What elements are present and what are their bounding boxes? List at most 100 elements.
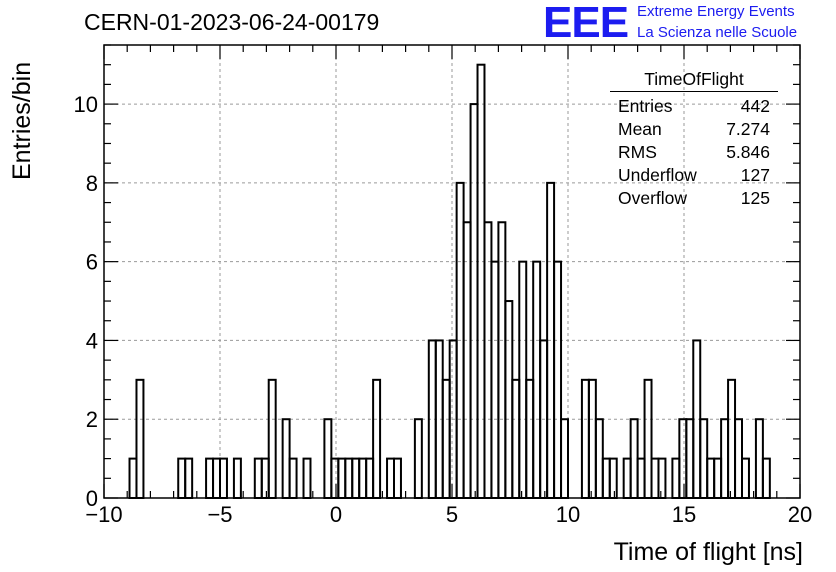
x-tick-label: −10 (85, 502, 122, 527)
y-tick-label: 0 (86, 486, 98, 511)
histogram-bin (232, 457, 242, 500)
histogram-bin (608, 457, 618, 500)
histogram-bin (219, 457, 228, 500)
y-tick-label: 2 (86, 407, 98, 432)
stats-label: Entries (618, 96, 673, 116)
histogram-bin (386, 457, 396, 500)
y-axis-label: Entries/bin (8, 62, 36, 180)
stats-row: Mean 7.274 (610, 118, 778, 141)
stats-value: 442 (740, 96, 770, 116)
histogram-bin (734, 418, 743, 499)
x-tick-label: −5 (207, 502, 232, 527)
run-title: CERN-01-2023-06-24-00179 (84, 9, 380, 35)
histogram-bin (351, 457, 361, 500)
histogram-bin (281, 418, 291, 499)
histogram-bin (490, 260, 500, 499)
histogram-bin (372, 378, 382, 499)
y-tick-label: 8 (86, 171, 98, 196)
y-tick-label: 4 (86, 328, 98, 353)
histogram-bin (518, 260, 528, 499)
histogram-bin (622, 457, 632, 500)
histogram-bin (469, 103, 479, 500)
stats-row: Entries 442 (610, 95, 778, 118)
histogram-bin (629, 418, 639, 499)
histogram-bin (511, 378, 521, 499)
histogram-bin (135, 378, 145, 499)
histogram-bin (685, 418, 695, 499)
x-tick-label: 10 (556, 502, 580, 527)
histogram-bin (267, 378, 277, 499)
histogram-bin (441, 378, 451, 499)
histogram-bin (587, 378, 597, 499)
histogram-bin (177, 457, 187, 500)
y-tick-label: 6 (86, 250, 98, 275)
histogram-bin (497, 221, 507, 499)
histogram-bin (671, 457, 681, 500)
histogram-bin (212, 457, 221, 500)
histogram-bin (580, 378, 590, 499)
histogram-bin (594, 418, 604, 499)
histogram-bin (636, 457, 646, 500)
eee-logo: EEE (543, 0, 629, 47)
stats-label: Underflow (618, 165, 697, 185)
histogram-bin (727, 378, 737, 499)
histogram-bin (476, 63, 486, 500)
histogram-bin (525, 378, 535, 499)
histogram-bin (713, 457, 723, 500)
stats-title: TimeOfFlight (610, 69, 778, 92)
histogram-bin (128, 457, 138, 500)
stats-row: Underflow 127 (610, 164, 778, 187)
histogram-bin (483, 221, 493, 499)
histogram-bin (678, 418, 688, 499)
x-tick-label: 0 (330, 502, 342, 527)
axis-tick-labels: −10 −5 0 5 10 15 20 0 2 4 6 8 10 (74, 92, 813, 527)
x-tick-label: 5 (446, 502, 458, 527)
stats-value: 125 (740, 188, 770, 208)
histogram-bin (706, 457, 716, 500)
histogram-bin (253, 457, 263, 500)
stats-row: RMS 5.846 (610, 141, 778, 164)
histogram-bin (650, 457, 660, 500)
histogram-bin (741, 457, 750, 500)
histogram-bin (323, 418, 333, 499)
histogram-bin (553, 260, 563, 499)
x-axis-label: Time of flight [ns] (614, 538, 803, 566)
histogram-bin (462, 221, 472, 499)
histogram-bin (184, 457, 194, 500)
stats-value: 127 (740, 165, 770, 185)
histogram-bin (643, 378, 653, 499)
axis-ticks (103, 44, 801, 499)
stats-value: 5.846 (726, 142, 770, 162)
histogram-bin (330, 457, 340, 500)
x-tick-label: 20 (788, 502, 812, 527)
histogram-bin (365, 457, 375, 500)
histogram-bin (657, 457, 667, 500)
histogram-bin (302, 457, 312, 500)
histogram-bin (601, 457, 611, 500)
histogram-bin (205, 457, 215, 500)
histogram-bin (260, 457, 270, 500)
stats-label: Overflow (618, 188, 688, 208)
histogram-bin (413, 418, 423, 499)
histogram-bin (504, 300, 514, 500)
histogram-bin (720, 418, 730, 499)
x-tick-label: 15 (672, 502, 696, 527)
stats-value: 7.274 (726, 119, 770, 139)
logo-subtitle-1: Extreme Energy Events (637, 3, 795, 20)
histogram-bin (358, 457, 368, 500)
histogram-bin (344, 457, 354, 500)
histogram-bin (560, 418, 569, 499)
stats-label: Mean (618, 119, 662, 139)
logo-subtitle-2: La Scienza nelle Scuole (637, 24, 798, 41)
stats-row: Overflow 125 (610, 187, 778, 210)
y-tick-label: 10 (74, 92, 98, 117)
histogram-bin (393, 457, 402, 500)
histogram-bin (532, 260, 542, 499)
histogram-bin (288, 457, 298, 500)
stats-label: RMS (618, 142, 657, 162)
histogram-bin (754, 418, 764, 499)
histogram-bin (761, 457, 771, 500)
histogram-bin (699, 418, 709, 499)
histogram-bin (337, 457, 347, 500)
